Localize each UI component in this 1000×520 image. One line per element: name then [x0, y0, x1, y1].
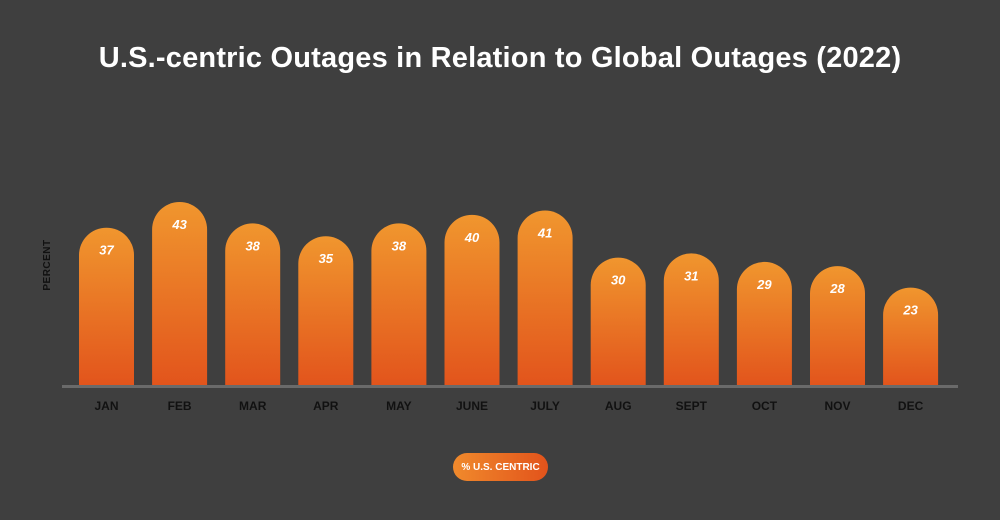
x-tick-june: JUNE [456, 399, 488, 413]
data-label-jan: 37 [99, 243, 114, 258]
x-tick-aug: AUG [605, 399, 632, 413]
bar-sept [663, 253, 719, 386]
bar-jan [79, 227, 134, 386]
data-label-nov: 28 [829, 281, 845, 296]
bar-aug [590, 257, 646, 386]
bar-may [371, 223, 427, 386]
bar-apr [298, 236, 354, 386]
y-axis-label: PERCENT [42, 239, 53, 290]
data-label-dec: 23 [902, 303, 918, 318]
x-tick-may: MAY [386, 399, 412, 413]
bar-feb [152, 201, 208, 386]
data-label-may: 38 [392, 238, 407, 253]
data-label-mar: 38 [245, 238, 260, 253]
x-tick-nov: NOV [824, 399, 850, 413]
bars-group: 37 43 38 35 38 40 41 30 31 29 28 23 [79, 201, 939, 386]
chart-title: U.S.-centric Outages in Relation to Glob… [98, 42, 902, 74]
x-tick-feb: FEB [168, 399, 192, 413]
bar-oct [736, 261, 792, 386]
data-label-apr: 35 [319, 251, 334, 266]
data-label-aug: 30 [611, 273, 626, 288]
x-tick-oct: OCT [752, 399, 778, 413]
x-tick-july: JULY [530, 399, 560, 413]
x-tick-mar: MAR [239, 399, 267, 413]
data-label-sept: 31 [684, 268, 698, 283]
x-tick-dec: DEC [898, 399, 924, 413]
data-label-june: 40 [464, 230, 480, 245]
data-label-july: 41 [537, 226, 552, 241]
bar-june [444, 214, 500, 386]
legend-label: % U.S. CENTRIC [461, 461, 540, 473]
x-tick-jan: JAN [94, 399, 118, 413]
bar-dec [883, 287, 939, 386]
x-tick-sept: SEPT [676, 399, 708, 413]
data-label-oct: 29 [756, 277, 772, 292]
data-label-feb: 43 [171, 217, 187, 232]
legend-item: % U.S. CENTRIC [453, 453, 548, 481]
bar-july [517, 210, 573, 386]
x-tick-labels: JAN FEB MAR APR MAY JUNE JULY AUG SEPT OCT NOV DEC [94, 399, 923, 413]
bar-mar [225, 223, 281, 386]
bar-nov [810, 266, 865, 386]
x-tick-apr: APR [313, 399, 339, 413]
